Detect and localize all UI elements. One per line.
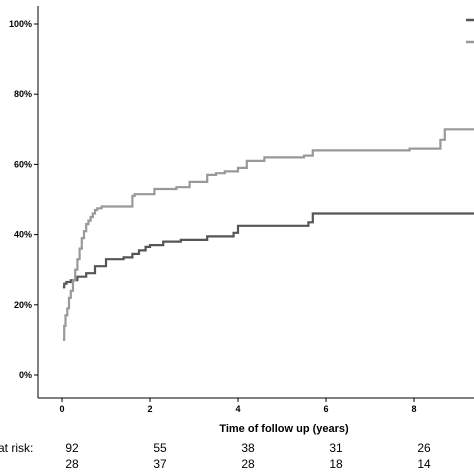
risk-value: 31 <box>329 441 343 455</box>
risk-value: 14 <box>417 457 431 471</box>
legend <box>466 18 474 44</box>
risk-table-title: at risk: <box>0 441 33 455</box>
x-tick-label: 6 <box>323 404 328 414</box>
y-tick-label: 80% <box>14 89 32 99</box>
series-line-1 <box>62 212 474 289</box>
x-tick-label: 8 <box>411 404 416 414</box>
risk-value: 37 <box>153 457 167 471</box>
risk-table: 92 55 38 31 26 28 37 28 18 14 <box>65 441 431 471</box>
risk-value: 18 <box>329 457 343 471</box>
risk-value: 26 <box>417 441 431 455</box>
series-line-2 <box>62 128 474 341</box>
x-tick-label: 2 <box>147 404 152 414</box>
risk-value: 55 <box>153 441 167 455</box>
risk-value: 38 <box>241 441 255 455</box>
x-tick-label: 4 <box>235 404 240 414</box>
risk-value: 28 <box>241 457 255 471</box>
risk-value: 28 <box>65 457 79 471</box>
x-axis-title: Time of follow up (years) <box>219 423 349 435</box>
y-tick-label: 100% <box>9 19 32 29</box>
axes: 0% 20% 40% 60% 80% 100% 0 2 4 6 8 <box>9 6 474 414</box>
y-tick-label: 0% <box>19 370 32 380</box>
y-tick-label: 60% <box>14 159 32 169</box>
y-tick-label: 20% <box>14 300 32 310</box>
series-lines <box>62 128 474 341</box>
x-tick-label: 0 <box>59 404 64 414</box>
risk-value: 92 <box>65 441 79 455</box>
y-tick-label: 40% <box>14 230 32 240</box>
